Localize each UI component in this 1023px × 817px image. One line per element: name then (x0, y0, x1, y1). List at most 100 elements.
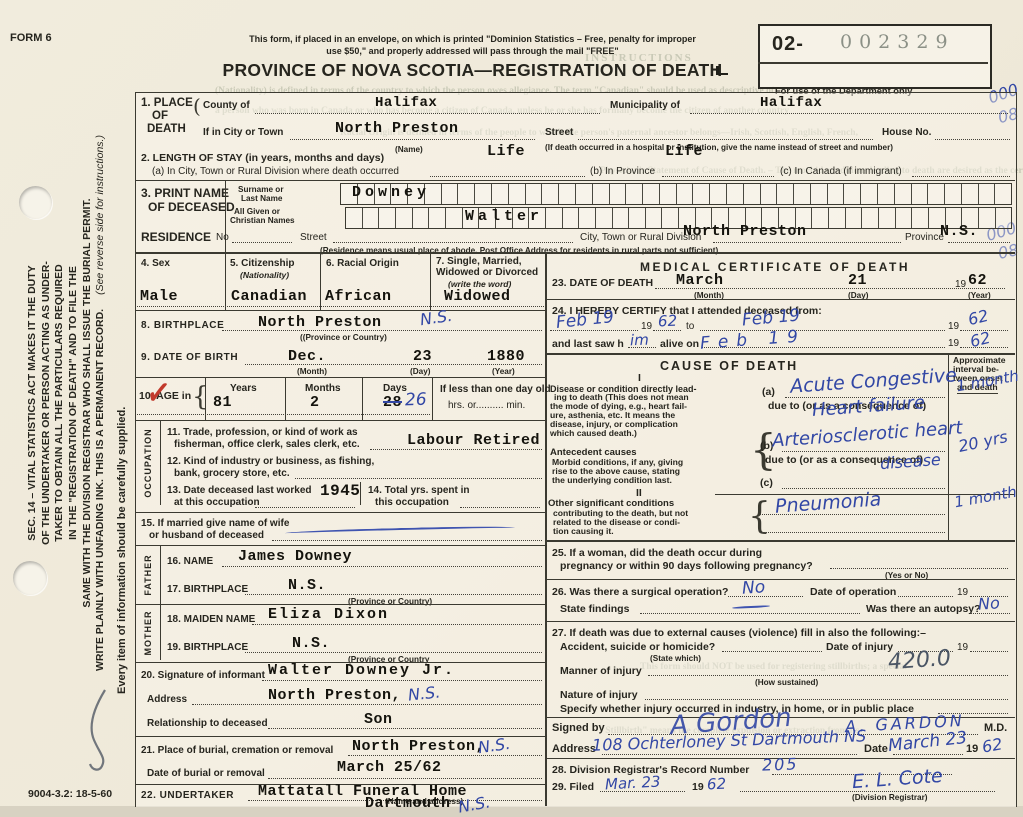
s13-label: at this occupation (174, 497, 260, 508)
division-registrar-sublabel: (Division Registrar) (852, 793, 928, 802)
s2a-label: (a) In City, Town or Rural Division wher… (152, 166, 399, 177)
s24-19-printed: 19 (641, 321, 653, 332)
months-label: Months (305, 383, 341, 394)
s2-label: 2. LENGTH OF STAY (in years, months and … (141, 152, 385, 164)
age-cell-divider (285, 377, 287, 420)
s22-sublabel: (Name and address) (385, 797, 464, 806)
cause-a-label: (a) (762, 386, 775, 398)
name-grid-cell (361, 208, 379, 228)
state-which-sublabel: (State which) (650, 654, 701, 663)
name-grid-cell (394, 208, 412, 228)
residence-street-label: Street (300, 232, 327, 243)
s20-address-value: North Preston, (268, 687, 402, 704)
s22-hw-ns: N.S. (456, 792, 492, 817)
age-cell-divider (432, 377, 434, 420)
page-title: PROVINCE OF NOVA SCOTIA—REGISTRATION OF … (222, 60, 723, 80)
s29-year-hw: 62 (706, 774, 727, 794)
s21-dotline (348, 755, 542, 756)
age-cell-divider (205, 377, 207, 420)
name-grid-cell (725, 184, 743, 204)
occupation-strip-label: OCCUPATION (143, 428, 153, 498)
county-label: County of (203, 100, 250, 111)
s27-nature-dotline (645, 699, 1008, 700)
cause-ii-divider (715, 494, 1015, 495)
s22-dotline (248, 800, 542, 801)
residence-label: RESIDENCE (141, 230, 212, 244)
name-grid-cell (927, 184, 944, 204)
s21-date-value: March 25/62 (337, 759, 442, 776)
interval-header: interval be- (953, 364, 999, 374)
row-divider (135, 736, 545, 738)
s13-value: 1945 (320, 482, 361, 500)
name-grid-cell (894, 208, 912, 228)
s23-year-value: 62 (968, 272, 988, 289)
cause-p3: related to the disease or condi- (553, 517, 681, 527)
cause-p1: Disease or condition directly lead- (550, 384, 697, 394)
row-divider (135, 180, 1015, 182)
name-grid-cell (826, 184, 844, 204)
marital-value: Widowed (444, 288, 511, 305)
s27-dotline (938, 713, 1008, 714)
cause-box-bottom (546, 540, 1015, 542)
row-divider (546, 299, 1015, 301)
name-grid-cell (524, 184, 542, 204)
name-grid-cell (356, 184, 374, 204)
form-number: FORM 6 (10, 32, 52, 44)
cause-box-top (546, 353, 1015, 355)
s16-dotline (222, 566, 542, 567)
bleedthrough-text: INSTRUCTIONS (585, 52, 693, 64)
sidebar-see-reverse: (See reverse side for instructions.) (94, 135, 107, 295)
birthplace-value: North Preston (258, 314, 382, 331)
s21-value: North Preston, (352, 738, 486, 755)
name-grid-cell (793, 184, 810, 204)
cause-p3: contributing to the death, but not (553, 508, 689, 518)
given-name-value: Walter (465, 208, 544, 225)
cause-roman-ii: II (636, 487, 642, 499)
name-grid-cell (628, 208, 645, 228)
month-sublabel: (Month) (297, 367, 328, 376)
s13-label: 13. Date deceased last worked (167, 485, 312, 496)
hole-punch (13, 561, 47, 595)
cause-a-due-label: due to (or as a consequence of) (768, 400, 927, 412)
municipality-value: Halifax (760, 95, 823, 111)
name-grid-cell (893, 184, 911, 204)
s25-label: 25. If a woman, did the death occur duri… (552, 547, 763, 559)
s24-19-printed: 19 (948, 321, 960, 332)
name-grid-cell (759, 184, 777, 204)
s5-divider (320, 252, 322, 310)
signed-address-dotline (602, 754, 857, 755)
s28-dotline (772, 774, 952, 775)
form-print-code: 9004-3.2: 18-5-60 (28, 788, 113, 800)
s20-label: 20. Signature of informant (141, 670, 265, 681)
name-grid-cell (494, 208, 512, 228)
s26-no-hw: No (741, 577, 766, 599)
s27-19-printed: 19 (957, 642, 969, 653)
bleedthrough-text: a person who was born in Canada or who h… (215, 106, 789, 116)
form-frame (135, 92, 1017, 807)
name-grid-cell (709, 184, 726, 204)
name-grid-cell (977, 184, 995, 204)
row-divider (135, 512, 545, 514)
s27-dotline (898, 651, 953, 652)
name-grid-cell (444, 208, 462, 228)
house-no-label: House No. (882, 127, 932, 138)
cause-bc-brace: { (750, 425, 777, 474)
street-dotline (578, 139, 873, 140)
write-the-word-sublabel: (write the word) (448, 279, 512, 289)
days-label: Days (383, 383, 407, 394)
s24-aliveon-label: alive on (660, 338, 700, 350)
bleedthrough-text: This form should NOT be used for registe… (640, 662, 908, 672)
day-sublabel: (Day) (848, 291, 869, 300)
s24-from-dotline (550, 330, 638, 331)
cause-ii-dotline (760, 514, 945, 515)
hrs-min-label: hrs. or.......... min. (448, 400, 526, 411)
other-significant-label: Other significant conditions (548, 498, 675, 509)
s26-autopsy-no-hw: No (977, 593, 1001, 614)
s1-label: 1. PLACE (141, 97, 193, 109)
s25-label: pregnancy or within 90 days following pr… (560, 560, 813, 572)
name-grid-cell (927, 208, 945, 228)
parent-strip-divider (160, 545, 162, 660)
sidebar-every-item: Every item of information should be care… (115, 406, 128, 694)
column-divider (545, 252, 547, 806)
less-than-day-label: If less than one day old (440, 384, 551, 395)
